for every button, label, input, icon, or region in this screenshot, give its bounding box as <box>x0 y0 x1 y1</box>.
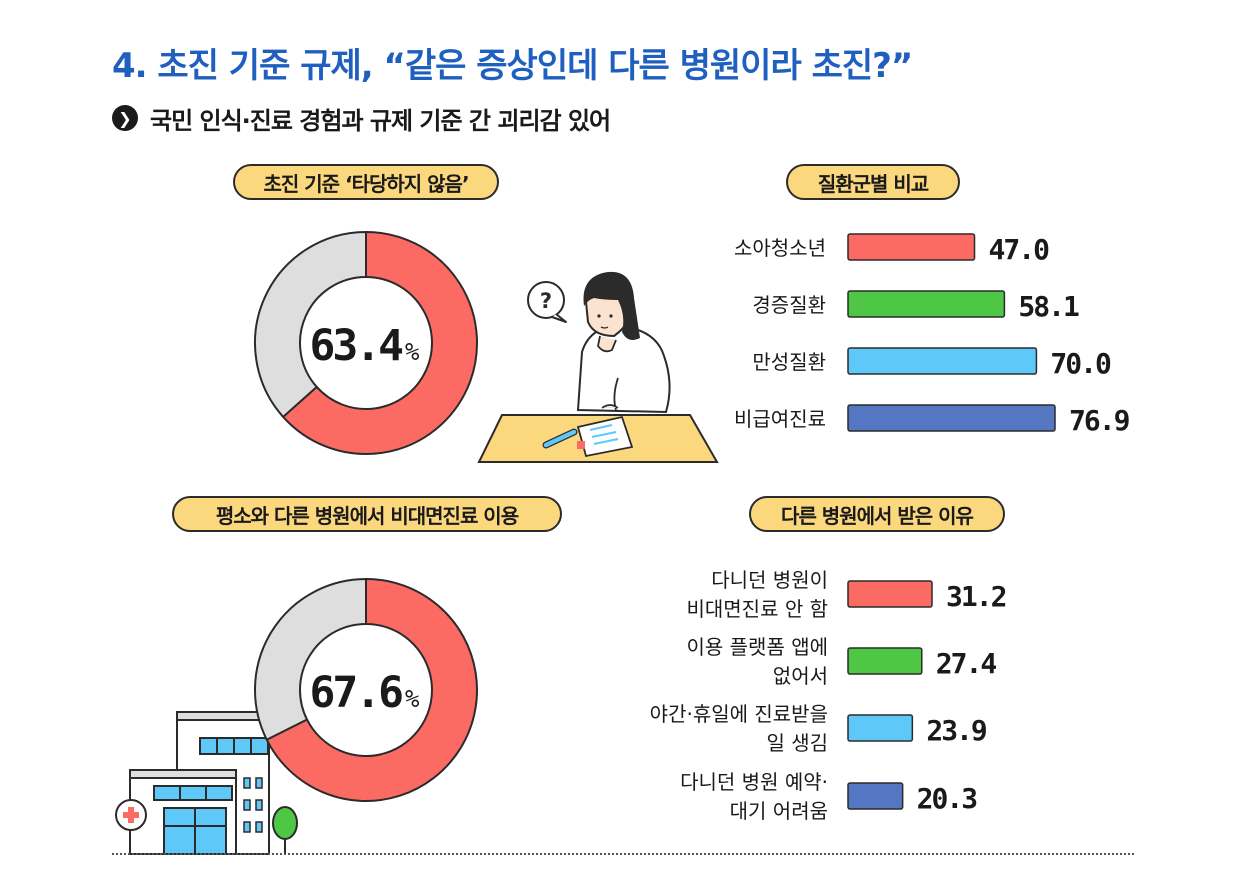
chevron-right-icon: ❯ <box>112 105 138 131</box>
bar-2 <box>847 290 1006 318</box>
reason-value-label: 20.3 <box>917 782 978 815</box>
reason-value-label: 23.9 <box>926 714 987 747</box>
thinking-woman-illustration <box>477 271 719 463</box>
bar-category-label: 경증질환 <box>752 293 826 317</box>
bar-value-label: 47.0 <box>989 233 1050 266</box>
donut2-value-label: 67.6% <box>309 668 420 718</box>
tree-icon <box>272 806 298 855</box>
subtitle-row: ❯ 국민 인식·진료 경험과 규제 기준 간 괴리감 있어 <box>112 100 611 136</box>
reason-value-label: 27.4 <box>936 647 997 680</box>
donut1-value-label: 63.4% <box>309 321 420 371</box>
subtitle: 국민 인식·진료 경험과 규제 기준 간 괴리감 있어 <box>150 106 611 135</box>
donut2-value-slice <box>265 577 478 802</box>
reason-bar-1 <box>847 580 933 608</box>
donut1-label: 초진 기준 ‘타당하지 않음’ <box>233 164 499 200</box>
donut1-unit-label: % <box>405 338 420 366</box>
svg-text:?: ? <box>540 289 552 313</box>
bar-value-label: 58.1 <box>1018 290 1079 323</box>
pen <box>542 428 578 449</box>
bars2-label: 다른 병원에서 받은 이유 <box>749 496 1005 532</box>
bar-3 <box>847 347 1038 375</box>
bar-category-label: 만성질환 <box>752 350 826 374</box>
donut2-rest-slice <box>254 577 367 742</box>
prescription-paper <box>576 415 634 458</box>
bar-value-label: 70.0 <box>1050 347 1111 380</box>
donut2-label: 평소와 다른 병원에서 비대면진료 이용 <box>172 496 562 532</box>
reason-category-label: 야간·휴일에 진료받을 <box>650 702 828 726</box>
reason-category-label: 다니던 병원 예약· <box>680 770 828 794</box>
donut2-unit-label: % <box>405 685 420 713</box>
page-title: 4. 초진 기준 규제, “같은 증상인데 다른 병원이라 초진?” <box>112 46 913 86</box>
hospital-building-icon <box>115 711 270 855</box>
bars1-label: 질환군별 비교 <box>786 164 960 200</box>
reason-bar-4 <box>847 782 904 810</box>
bar-1 <box>847 233 976 261</box>
bar-category-label: 소아청소년 <box>734 236 826 260</box>
footer-divider <box>112 853 1134 855</box>
bar-value-label: 76.9 <box>1069 404 1130 437</box>
donut1-value-slice <box>281 230 478 455</box>
bar-4 <box>847 404 1056 432</box>
reason-category-label: 없어서 <box>773 664 828 688</box>
reason-category-label: 대기 어려움 <box>730 799 828 823</box>
reason-value-label: 31.2 <box>946 580 1006 613</box>
donut1-rest-slice <box>254 230 367 419</box>
bar-category-label: 비급여진료 <box>734 407 826 431</box>
question-bubble-icon: ? <box>527 281 567 323</box>
reason-category-label: 비대면진료 안 함 <box>686 597 828 621</box>
reason-category-label: 이용 플랫폼 앱에 <box>686 635 828 659</box>
reason-category-label: 다니던 병원이 <box>711 568 828 592</box>
reason-category-label: 일 생김 <box>766 731 828 755</box>
reason-bar-3 <box>847 714 914 742</box>
reason-bar-2 <box>847 647 923 675</box>
